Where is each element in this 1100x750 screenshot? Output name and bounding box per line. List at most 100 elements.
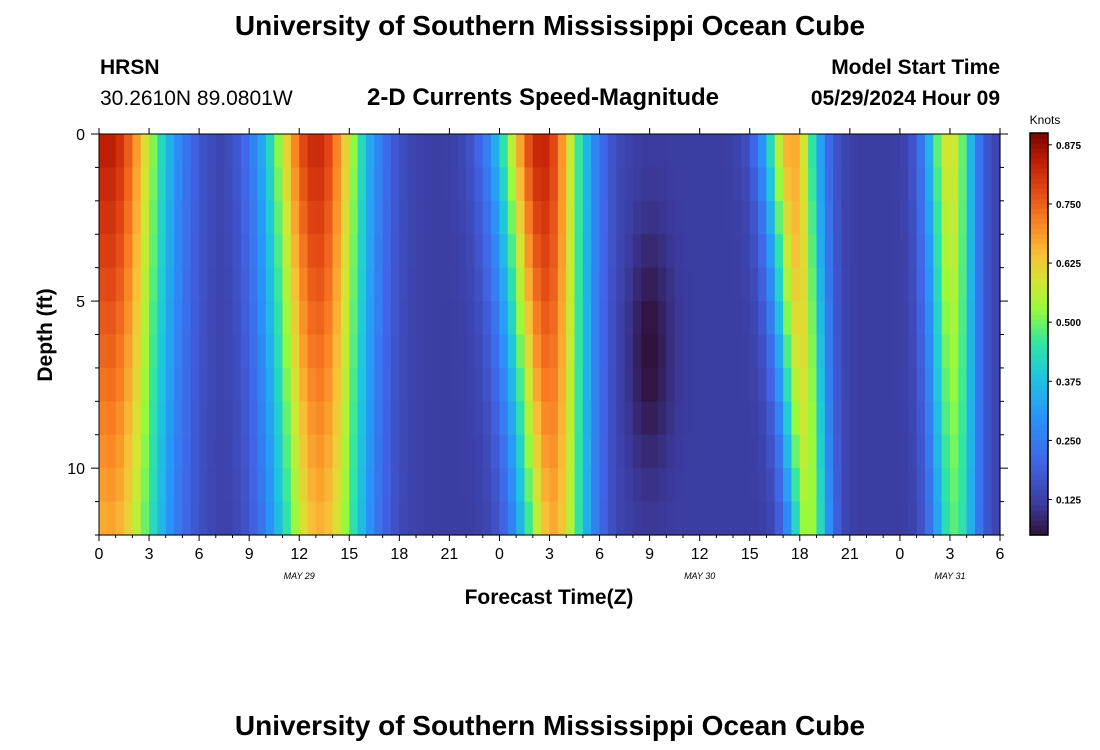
heatmap-cell bbox=[749, 434, 759, 469]
colorbar-title: Knots bbox=[1030, 113, 1061, 127]
heatmap-cell bbox=[791, 200, 801, 235]
heatmap-cell bbox=[315, 367, 325, 402]
heatmap-cell bbox=[966, 134, 976, 169]
heatmap-cell bbox=[157, 367, 167, 402]
heatmap-cell bbox=[232, 468, 242, 503]
heatmap-cell bbox=[516, 167, 526, 202]
heatmap-cell bbox=[190, 267, 200, 302]
heatmap-cell bbox=[849, 501, 859, 536]
heatmap-cell bbox=[582, 367, 592, 402]
heatmap-cell bbox=[624, 234, 634, 269]
heatmap-cell bbox=[649, 167, 659, 202]
heatmap-cell bbox=[933, 134, 943, 169]
heatmap-cell bbox=[699, 234, 709, 269]
heatmap-cell bbox=[365, 134, 375, 169]
heatmap-cell bbox=[382, 167, 392, 202]
heatmap-cell bbox=[382, 401, 392, 436]
heatmap-cell bbox=[758, 434, 767, 469]
heatmap-cell bbox=[899, 167, 909, 202]
heatmap-cell bbox=[908, 401, 918, 436]
heatmap-cell bbox=[215, 200, 225, 235]
heatmap-cell bbox=[758, 301, 767, 336]
heatmap-cell bbox=[674, 267, 684, 302]
heatmap-cell bbox=[916, 334, 926, 369]
heatmap-cell bbox=[591, 134, 601, 169]
colorbar-segment bbox=[1030, 298, 1048, 305]
heatmap-cell bbox=[416, 267, 425, 302]
heatmap-cell bbox=[716, 434, 726, 469]
heatmap-cell bbox=[99, 134, 108, 169]
heatmap-cell bbox=[115, 200, 125, 235]
heatmap-cell bbox=[332, 367, 342, 402]
heatmap-cell bbox=[724, 401, 734, 436]
heatmap-cell bbox=[491, 367, 501, 402]
colorbar-segment bbox=[1030, 439, 1048, 446]
heatmap-cell bbox=[541, 134, 551, 169]
heatmap-cell bbox=[407, 200, 417, 235]
heatmap-cell bbox=[257, 167, 267, 202]
heatmap-cell bbox=[232, 267, 242, 302]
heatmap-cell bbox=[365, 334, 375, 369]
heatmap-cell bbox=[140, 200, 150, 235]
heatmap-cell bbox=[591, 167, 601, 202]
heatmap-cell bbox=[949, 234, 959, 269]
heatmap-cell bbox=[499, 334, 509, 369]
page-title-repeat: University of Southern Mississippi Ocean… bbox=[234, 710, 866, 741]
heatmap-cell bbox=[582, 167, 592, 202]
heatmap-cell bbox=[491, 267, 501, 302]
heatmap-cell bbox=[299, 301, 309, 336]
colorbar-segment bbox=[1030, 364, 1048, 370]
heatmap-cell bbox=[432, 234, 442, 269]
heatmap-cell bbox=[224, 301, 234, 336]
y-tick-label: 0 bbox=[76, 127, 85, 144]
heatmap-cell bbox=[866, 301, 876, 336]
heatmap-cell bbox=[841, 301, 851, 336]
heatmap-cell bbox=[549, 167, 559, 202]
heatmap-cell bbox=[340, 134, 350, 169]
heatmap-cell bbox=[474, 167, 484, 202]
heatmap-cell bbox=[449, 334, 459, 369]
heatmap-cell bbox=[265, 434, 275, 469]
heatmap-cell bbox=[824, 200, 834, 235]
heatmap-cell bbox=[691, 301, 701, 336]
heatmap-cell bbox=[382, 468, 392, 503]
heatmap-cell bbox=[349, 468, 359, 503]
heatmap-cell bbox=[432, 334, 442, 369]
heatmap-cell bbox=[299, 434, 309, 469]
heatmap-cell bbox=[340, 267, 350, 302]
heatmap-cell bbox=[666, 167, 676, 202]
heatmap-cell bbox=[516, 134, 526, 169]
heatmap-cell bbox=[240, 334, 250, 369]
colorbar-segment bbox=[1030, 228, 1048, 235]
heatmap-cell bbox=[274, 401, 284, 436]
heatmap-cell bbox=[841, 401, 851, 436]
heatmap-cell bbox=[182, 267, 192, 302]
heatmap-cell bbox=[582, 301, 592, 336]
heatmap-cell bbox=[908, 367, 918, 402]
heatmap-cell bbox=[124, 267, 133, 302]
heatmap-cell bbox=[566, 234, 576, 269]
colorbar-segment bbox=[1030, 283, 1048, 290]
heatmap-cell bbox=[674, 234, 684, 269]
heatmap-cell bbox=[124, 401, 133, 436]
heatmap-cell bbox=[632, 501, 642, 536]
heatmap-cell bbox=[124, 234, 133, 269]
heatmap-cell bbox=[674, 334, 684, 369]
heatmap-cell bbox=[774, 501, 784, 536]
heatmap-cell bbox=[791, 334, 801, 369]
heatmap-cell bbox=[616, 434, 626, 469]
heatmap-cell bbox=[874, 468, 884, 503]
heatmap-cell bbox=[557, 134, 567, 169]
heatmap-cell bbox=[407, 468, 417, 503]
colorbar-tick-label: 0.250 bbox=[1056, 436, 1081, 447]
heatmap-cell bbox=[657, 200, 667, 235]
heatmap-cell bbox=[149, 234, 158, 269]
heatmap-cell bbox=[332, 334, 342, 369]
heatmap-cell bbox=[816, 167, 826, 202]
heatmap-cell bbox=[265, 267, 275, 302]
heatmap-cell bbox=[991, 301, 1001, 336]
heatmap-cell bbox=[733, 468, 742, 503]
heatmap-cell bbox=[991, 200, 1001, 235]
heatmap-cell bbox=[866, 267, 876, 302]
heatmap-cell bbox=[733, 301, 742, 336]
